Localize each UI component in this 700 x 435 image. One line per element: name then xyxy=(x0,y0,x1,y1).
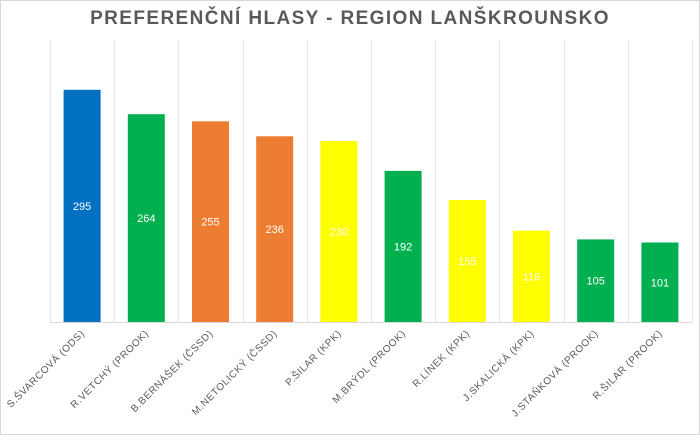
bar xyxy=(320,141,358,322)
data-label: 192 xyxy=(394,241,412,253)
data-label: 236 xyxy=(266,224,284,236)
category-labels-layer: S.ŠVARCOVÁ (ODS)R.VETCHÝ (PROOK)B.BERNÁŠ… xyxy=(4,327,665,420)
data-labels-layer: 295 264 255 236 230 192 155 116 105 101 xyxy=(73,201,669,289)
chart-title: PREFERENČNÍ HLASY - REGION LANŠKROUNSKO xyxy=(90,8,610,29)
data-label: 255 xyxy=(201,217,219,229)
data-label: 230 xyxy=(330,227,348,239)
bar xyxy=(127,114,165,322)
data-label: 116 xyxy=(523,271,541,283)
bar xyxy=(63,89,101,322)
bars-layer xyxy=(63,89,679,322)
data-label: 105 xyxy=(587,276,605,288)
bar xyxy=(641,242,679,322)
grid-layer xyxy=(50,40,693,323)
data-label: 295 xyxy=(73,201,91,213)
data-label: 101 xyxy=(651,277,669,289)
category-label: R.ŠILAR (PROOK) xyxy=(590,327,665,402)
bar xyxy=(192,121,229,322)
category-label: J.SKALICKÁ (KPK) xyxy=(460,327,537,404)
bar xyxy=(384,170,422,322)
data-label: 264 xyxy=(137,213,155,225)
bar xyxy=(577,239,615,322)
category-label: R.LÍNEK (KPK) xyxy=(409,327,472,390)
category-label: P.ŠILAR (KPK) xyxy=(282,327,344,389)
bar xyxy=(448,200,486,322)
bar xyxy=(256,136,294,322)
bar xyxy=(513,230,550,322)
data-label: 155 xyxy=(458,256,476,268)
